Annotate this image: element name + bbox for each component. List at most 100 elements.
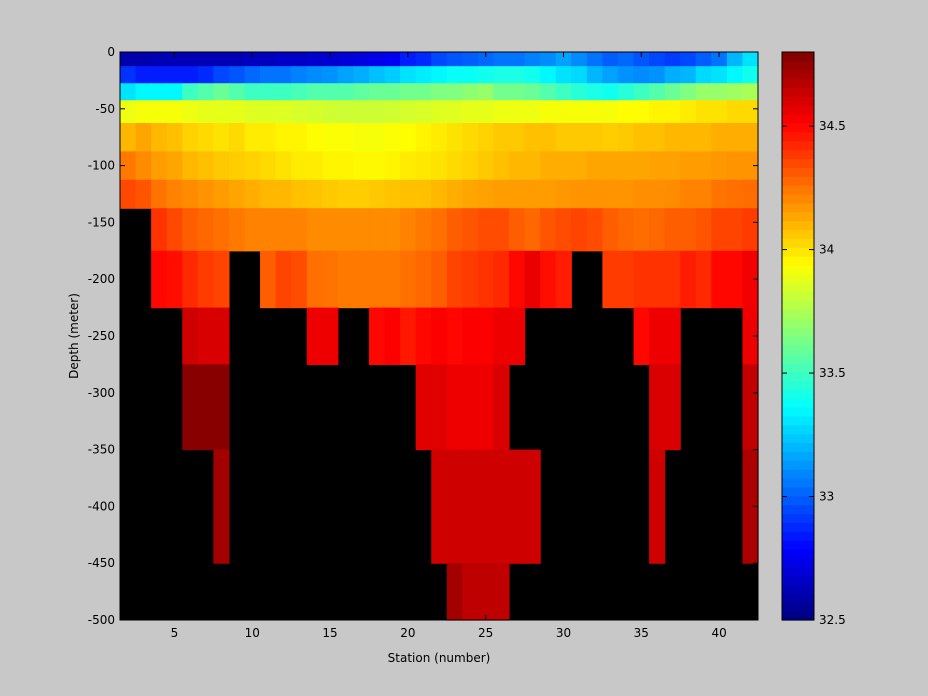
heatmap-cell — [711, 208, 728, 252]
heatmap-cell — [742, 52, 759, 67]
heatmap-cell — [353, 66, 370, 84]
heatmap-cell — [493, 52, 510, 67]
heatmap-cell — [509, 100, 526, 124]
heatmap-cell — [571, 83, 588, 101]
heatmap-cell — [742, 179, 759, 209]
heatmap-cell — [493, 123, 510, 152]
heatmap-cell — [431, 100, 448, 124]
heatmap-cell — [337, 66, 355, 84]
heatmap-cell — [166, 250, 183, 309]
heatmap-cell — [664, 83, 681, 101]
heatmap-cell — [462, 83, 479, 101]
heatmap-cell — [182, 83, 199, 101]
heatmap-cell — [493, 179, 510, 209]
heatmap-cell — [726, 179, 744, 209]
heatmap-cell — [197, 66, 214, 84]
heatmap-cell — [415, 100, 432, 124]
heatmap-cell — [135, 52, 152, 67]
heatmap-cell — [509, 449, 526, 564]
heatmap-cell — [306, 250, 323, 309]
heatmap-cell — [166, 208, 183, 252]
x-tick-label: 40 — [711, 626, 726, 640]
heatmap-cell — [400, 250, 417, 309]
plot-area — [119, 51, 759, 621]
heatmap-cell — [260, 52, 277, 67]
heatmap-cell — [493, 364, 510, 451]
heatmap-cell — [151, 83, 168, 101]
heatmap-cell — [462, 307, 479, 365]
heatmap-cell — [617, 179, 635, 209]
heatmap-cell — [151, 123, 168, 152]
heatmap-cell — [540, 250, 557, 309]
heatmap-cell — [368, 208, 386, 252]
heatmap-cell — [244, 66, 261, 84]
heatmap-cell — [509, 179, 526, 209]
colorbar-segment — [782, 513, 814, 523]
x-tick-label: 15 — [322, 626, 337, 640]
y-tick-label: -500 — [88, 613, 115, 627]
heatmap-cell — [524, 250, 541, 309]
heatmap-cell — [555, 179, 572, 209]
heatmap-cell — [477, 208, 495, 252]
heatmap-cell — [524, 123, 541, 152]
heatmap-cell — [649, 52, 666, 67]
heatmap-cell — [617, 250, 635, 309]
heatmap-cell — [680, 52, 697, 67]
heatmap-cell — [384, 66, 401, 84]
heatmap-cell — [415, 52, 432, 67]
heatmap-cell — [291, 123, 308, 152]
colorbar-segment — [782, 265, 814, 275]
heatmap-cell — [120, 123, 137, 152]
heatmap-cell — [509, 151, 526, 181]
heatmap-cell — [213, 364, 230, 451]
heatmap-cell — [633, 151, 650, 181]
heatmap-cell — [431, 449, 448, 564]
heatmap-cell — [135, 179, 152, 209]
heatmap-cell — [291, 208, 308, 252]
y-tick-label: -100 — [88, 159, 115, 173]
colorbar-gradient — [782, 52, 814, 621]
heatmap-cell — [446, 449, 463, 564]
heatmap-cell — [322, 250, 339, 309]
heatmap-cell — [322, 123, 339, 152]
colorbar-segment — [782, 309, 814, 319]
heatmap-cell — [742, 66, 759, 84]
heatmap-cell — [166, 52, 183, 67]
heatmap-cell — [368, 250, 386, 309]
colorbar-segment — [782, 486, 814, 497]
heatmap-cell — [384, 250, 401, 309]
heatmap-cell — [182, 123, 199, 152]
heatmap-cell — [524, 100, 541, 124]
heatmap-cell — [197, 364, 214, 451]
heatmap-cell — [493, 307, 510, 365]
heatmap-cell — [617, 83, 635, 101]
heatmap-cell — [368, 123, 386, 152]
heatmap-cell — [120, 179, 137, 209]
colorbar-segment — [782, 407, 814, 417]
colorbar-segment — [782, 96, 814, 106]
colorbar-segment — [782, 531, 814, 541]
y-axis-label: Depth (meter) — [67, 293, 81, 379]
x-tick-label: 5 — [171, 626, 179, 640]
heatmap-cell — [306, 66, 323, 84]
heatmap-cell — [664, 123, 681, 152]
heatmap-cell — [664, 307, 681, 365]
heatmap-cell — [462, 151, 479, 181]
heatmap-cell — [120, 100, 137, 124]
colorbar-segment — [782, 575, 814, 586]
colorbar-segment — [782, 176, 814, 186]
heatmap-cell — [400, 83, 417, 101]
heatmap-cell — [166, 179, 183, 209]
heatmap-cell — [633, 307, 650, 365]
heatmap-cell — [135, 100, 152, 124]
heatmap-cell — [228, 52, 246, 67]
heatmap-cell — [493, 449, 510, 564]
heatmap-cell — [586, 151, 603, 181]
heatmap-cell — [742, 208, 759, 252]
heatmap-cell — [726, 208, 744, 252]
colorbar-segment — [782, 60, 814, 71]
heatmap-cell — [726, 66, 744, 84]
heatmap-cell — [135, 66, 152, 84]
heatmap-cell — [649, 179, 666, 209]
colorbar-segment — [782, 460, 814, 470]
